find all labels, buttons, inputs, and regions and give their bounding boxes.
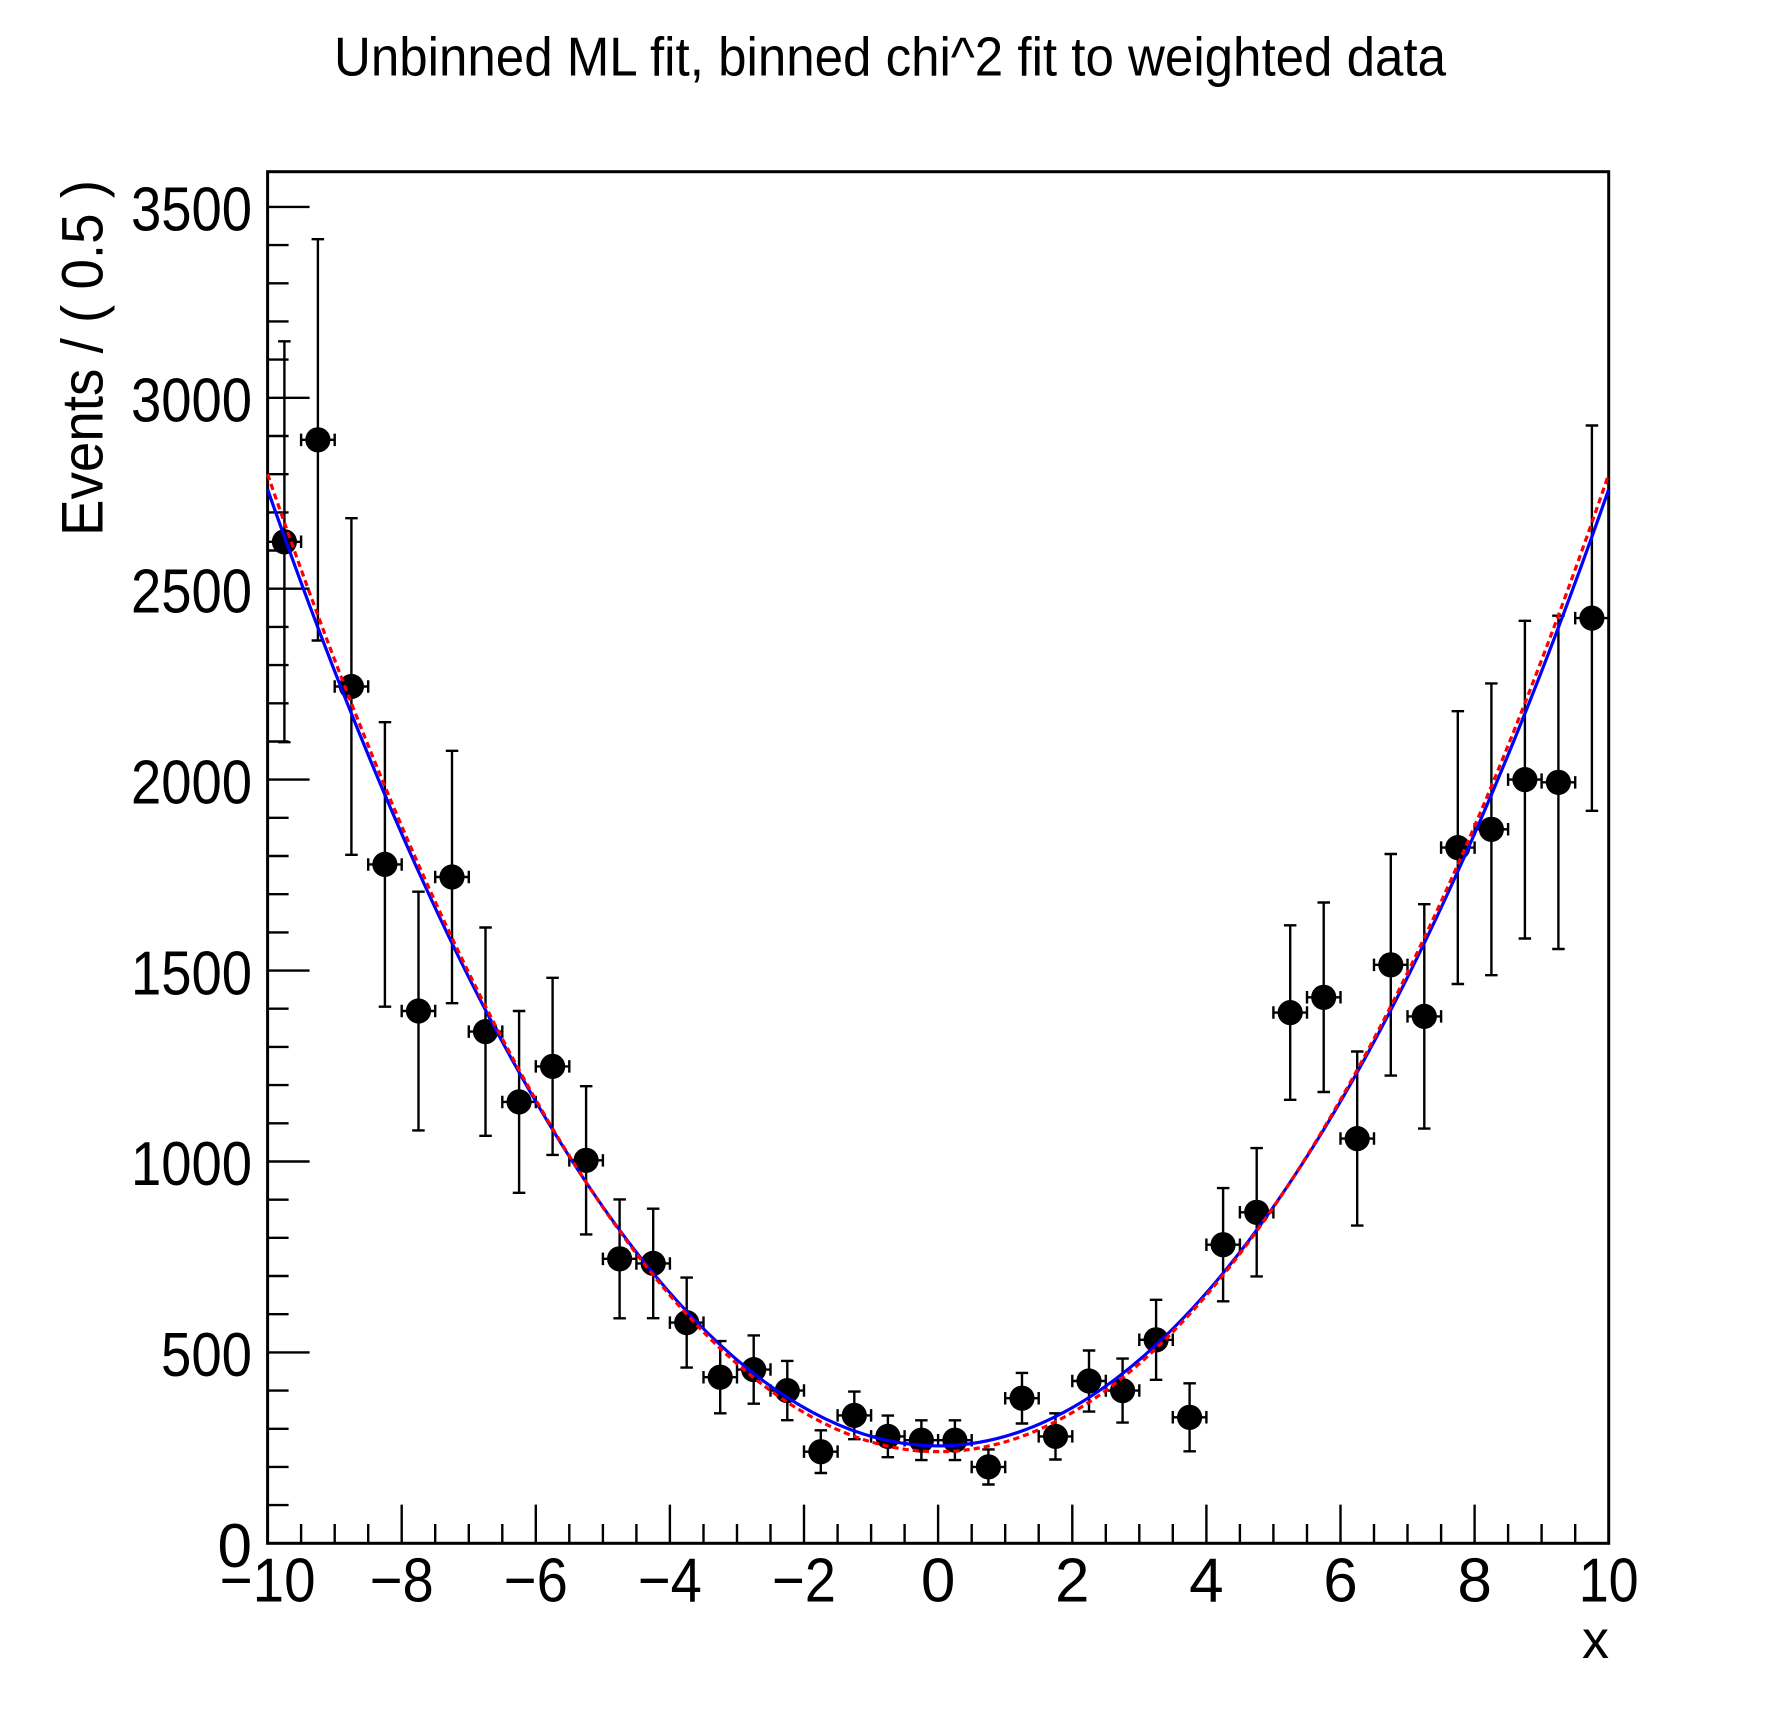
svg-text:Unbinned ML fit, binned chi^2: Unbinned ML fit, binned chi^2 fit to wei…: [334, 26, 1446, 88]
svg-text:−4: −4: [638, 1547, 702, 1616]
svg-text:−8: −8: [370, 1547, 434, 1616]
svg-text:0: 0: [921, 1547, 955, 1616]
svg-text:6: 6: [1323, 1547, 1357, 1616]
svg-text:2: 2: [1055, 1547, 1089, 1616]
svg-text:x: x: [1582, 1610, 1609, 1670]
svg-text:−6: −6: [504, 1547, 568, 1616]
svg-text:2500: 2500: [131, 557, 252, 626]
svg-text:Events / ( 0.5 ): Events / ( 0.5 ): [51, 180, 116, 536]
svg-text:2000: 2000: [131, 748, 252, 817]
svg-text:1500: 1500: [131, 939, 252, 1008]
svg-text:8: 8: [1457, 1547, 1491, 1616]
svg-text:4: 4: [1189, 1547, 1223, 1616]
svg-text:3500: 3500: [131, 176, 252, 245]
svg-text:10: 10: [1579, 1547, 1639, 1616]
svg-text:3000: 3000: [131, 367, 252, 436]
svg-text:−10: −10: [220, 1547, 316, 1616]
svg-text:0: 0: [218, 1512, 252, 1581]
svg-text:1000: 1000: [131, 1130, 252, 1199]
svg-text:500: 500: [161, 1321, 252, 1390]
svg-text:−2: −2: [772, 1547, 836, 1616]
